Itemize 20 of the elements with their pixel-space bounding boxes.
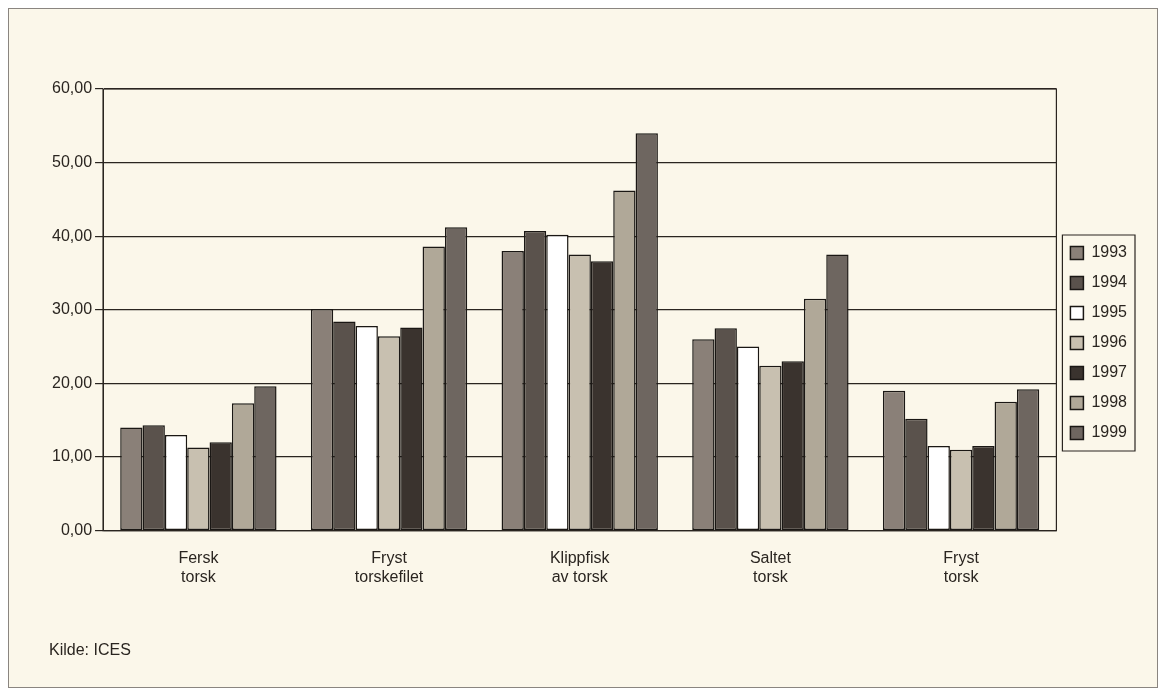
legend-label: 1998 <box>1091 393 1128 411</box>
y-tick-label: 10,00 <box>51 447 93 465</box>
legend-label: 1995 <box>1091 303 1128 321</box>
legend-label: 1993 <box>1091 243 1128 261</box>
legend-label: 1994 <box>1091 273 1128 291</box>
y-tick-label: 40,00 <box>51 226 93 244</box>
y-tick-label: 30,00 <box>51 300 93 318</box>
y-tick-label: 50,00 <box>51 153 93 171</box>
x-tick-label: Fryst torsk <box>943 548 980 585</box>
y-tick-label: 60,00 <box>51 79 93 97</box>
x-tick-label: Saltet torsk <box>749 548 792 585</box>
x-tick-label: Fersk torsk <box>178 548 220 585</box>
y-tick-label: 20,00 <box>51 373 93 391</box>
x-tick-label: Klippfisk av torsk <box>549 548 611 585</box>
text: Kilde: ICES <box>49 641 131 659</box>
legend-label: 1999 <box>1091 423 1128 441</box>
y-tick-label: 0,00 <box>60 521 93 539</box>
legend-label: 1996 <box>1091 333 1128 351</box>
legend-label: 1997 <box>1091 363 1128 381</box>
x-tick-label: Fryst torskefilet <box>354 548 424 585</box>
